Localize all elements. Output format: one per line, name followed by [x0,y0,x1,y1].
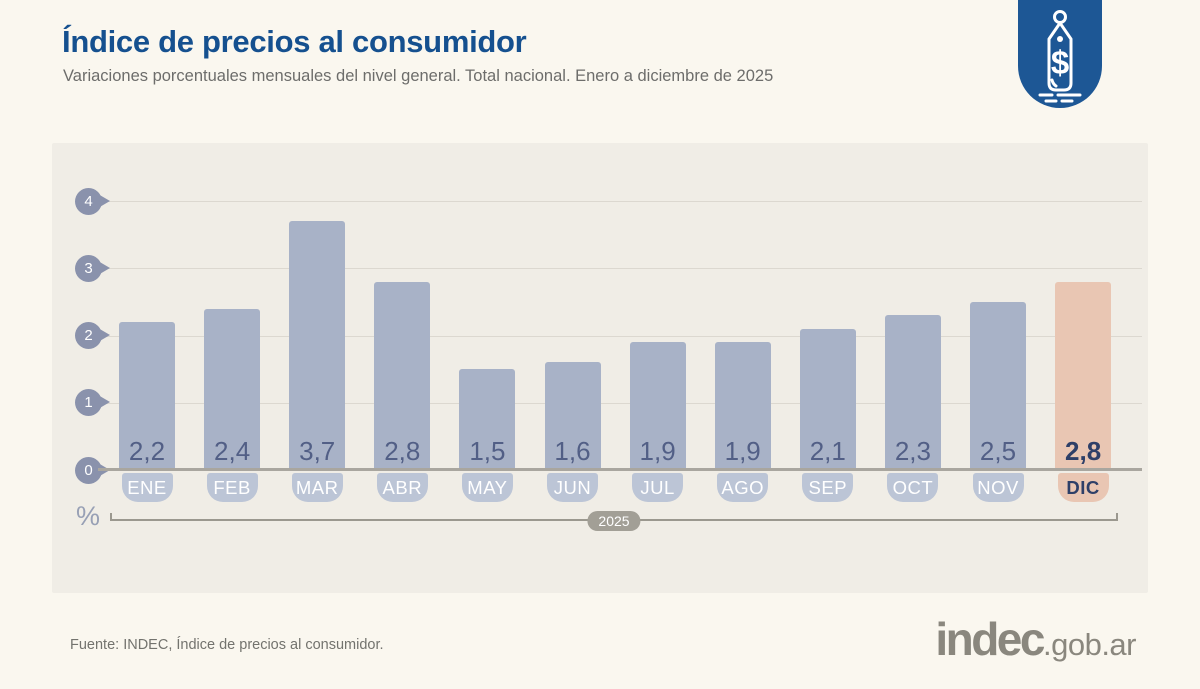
y-tick-value: 0 [75,456,102,484]
y-axis-ticks: 0 1 2 3 4 [52,143,1148,593]
month-label-dic: DIC [1057,473,1109,502]
y-tick-value: 3 [75,254,102,282]
y-tick-marker: 1 [75,389,110,417]
year-bracket: 2025 [110,511,1118,531]
bar-ene: 2,2 [119,322,175,470]
bar-feb: 2,4 [204,308,261,470]
bar-value: 2,5 [979,436,1017,466]
month-label-jul: JUL [632,473,684,502]
price-tag-icon: $ [1018,0,1102,108]
gridline [100,335,1142,337]
bar-value: 1,9 [639,435,676,466]
y-tick-marker: 3 [75,254,110,282]
chart-panel: 2,2 ENE 2,4 FEB 3,7 MAR 2,8 ABR 1,5 MAY 1,6 JUN 1,9 J… [52,143,1148,593]
month-label-mar: MAR [291,473,343,502]
bar-nov: 2,5 [970,301,1026,470]
month-label-sep: SEP [802,473,854,502]
bar-value: 2,4 [214,435,251,466]
indec-logo: indec .gob.ar [935,612,1136,666]
gridline [100,268,1142,270]
source-note: Fuente: INDEC, Índice de precios al cons… [70,637,384,653]
month-label-ago: AGO [717,473,769,502]
indec-logo-domain: .gob.ar [1042,627,1137,662]
bar-ago: 1,9 [714,342,771,470]
bar-oct: 2,3 [884,315,941,470]
bar-value: 2,8 [1065,435,1102,466]
month-label-ene: ENE [121,473,173,502]
y-tick-marker: 4 [75,187,110,215]
page-title: Índice de precios al consumidor [62,24,527,59]
gridline [100,402,1142,404]
bar-value: 2,8 [384,435,421,466]
page-subtitle: Variaciones porcentuales mensuales del n… [63,67,774,85]
bar-abr: 2,8 [374,281,431,470]
y-tick-value: 1 [75,389,102,417]
bar-value: 1,9 [724,435,761,466]
y-tick-value: 4 [75,187,102,215]
bar-value: 3,7 [299,435,336,466]
gridlines-layer [52,143,1148,593]
gridline [100,201,1142,202]
x-axis-baseline [98,468,1142,471]
month-label-abr: ABR [376,473,428,502]
bar-jun: 1,6 [544,362,601,470]
month-label-may: MAY [461,473,513,502]
bar-value: 1,5 [469,436,506,466]
y-tick-marker: 0 [75,456,110,484]
bar-value: 2,3 [894,435,931,466]
svg-text:$: $ [1051,44,1069,81]
y-axis-unit-label: % [75,501,100,531]
y-tick-value: 2 [75,322,102,349]
bar-value: 2,2 [128,435,166,466]
year-label: 2025 [587,511,641,531]
month-label-oct: OCT [887,473,939,502]
bar-mar: 3,7 [289,221,346,470]
month-label-feb: FEB [206,473,258,502]
y-tick-marker: 2 [75,322,110,349]
bar-sep: 2,1 [799,328,856,470]
bar-jul: 1,9 [629,342,686,470]
bars-layer: 2,2 ENE 2,4 FEB 3,7 MAR 2,8 ABR 1,5 MAY 1,6 JUN 1,9 J… [52,143,1148,593]
bar-value: 2,1 [809,435,846,466]
bar-value: 1,6 [554,435,591,466]
month-label-jun: JUN [547,473,598,502]
bar-dic: 2,8 [1055,281,1112,470]
bar-may: 1,5 [459,369,516,470]
indec-logo-wordmark: indec [935,613,1045,665]
month-label-nov: NOV [972,473,1024,502]
